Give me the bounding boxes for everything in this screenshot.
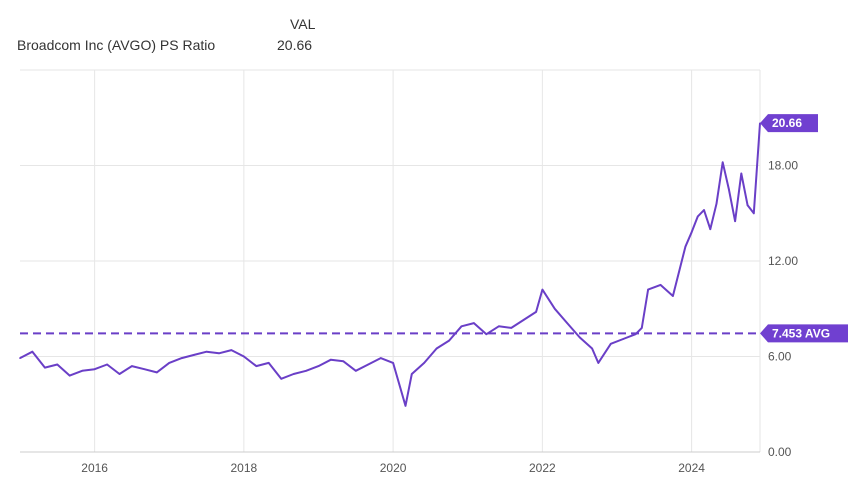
legend: VAL Broadcom Inc (AVGO) PS Ratio 20.66 [0,0,852,62]
data-point [218,352,220,355]
x-tick-label: 2022 [529,461,556,475]
data-point [156,371,158,374]
data-point [379,357,382,359]
data-point [721,161,724,164]
average-value-flag-background [760,324,848,343]
data-point [535,311,537,313]
x-tick-label: 2018 [231,461,258,475]
data-point [81,370,83,372]
data-point [578,336,581,339]
data-point [230,349,233,351]
data-point [292,373,295,375]
last-value-flag-text: 20.66 [772,116,802,130]
data-point [448,339,450,342]
data-point [709,228,712,230]
data-point [19,357,21,359]
data-point [622,338,624,340]
data-point [423,362,426,364]
data-point [31,350,34,353]
data-point [168,362,171,364]
data-point [672,295,674,297]
y-tick-label: 0.00 [768,445,792,459]
data-point [143,368,146,371]
data-point [131,365,133,367]
last-value-flag: 20.66 [760,114,818,133]
x-tick-label: 2020 [380,461,407,475]
data-point [566,322,569,324]
legend-series-value: 20.66 [277,37,313,53]
data-point [541,288,544,291]
data-point [684,245,687,248]
data-point [267,362,270,364]
data-point [367,363,370,366]
last-value-flag-background [760,114,818,133]
data-point [746,204,749,207]
data-point [56,363,59,366]
x-tick-label: 2024 [678,461,705,475]
data-point [317,365,320,367]
data-point [703,209,705,211]
data-point [255,365,258,367]
legend-series-label: Broadcom Inc (AVGO) PS Ratio [17,37,216,53]
data-point [342,360,345,363]
data-point [553,307,556,310]
data-point [392,362,394,364]
data-point [591,347,593,350]
data-point [473,322,475,324]
data-point [404,405,407,407]
data-point [690,231,693,234]
data-point [522,319,525,321]
data-point [485,333,488,336]
data-point [659,284,662,286]
average-value-flag-text: 7.453 AVG [772,326,830,340]
data-point [68,374,71,377]
x-tick-label: 2016 [81,461,108,475]
data-point [330,358,332,361]
data-point [510,327,513,329]
data-point [597,362,600,364]
data-point [205,350,208,353]
data-point [106,363,108,366]
data-point [193,354,195,356]
average-value-flag: 7.453 AVG [760,324,848,343]
data-point [410,373,413,375]
data-point [641,327,643,329]
y-tick-label: 18.00 [768,159,798,173]
data-point [734,220,736,223]
data-point [740,172,743,175]
data-point [752,212,755,215]
data-point [305,370,307,372]
data-point [697,215,699,218]
data-point [280,377,282,380]
data-point [93,368,96,371]
data-point [715,202,718,205]
y-tick-label: 12.00 [768,254,798,268]
data-point [647,288,649,291]
data-point [354,370,357,372]
data-point [180,357,183,359]
data-point [435,347,438,350]
data-point [728,188,730,191]
data-point [634,333,637,336]
data-point [243,355,245,358]
data-point [609,342,612,345]
data-point [460,325,463,328]
data-point [44,366,46,369]
data-point [118,373,121,375]
data-point [498,325,500,328]
legend-column-header: VAL [290,16,316,32]
y-tick-label: 6.00 [768,350,792,364]
